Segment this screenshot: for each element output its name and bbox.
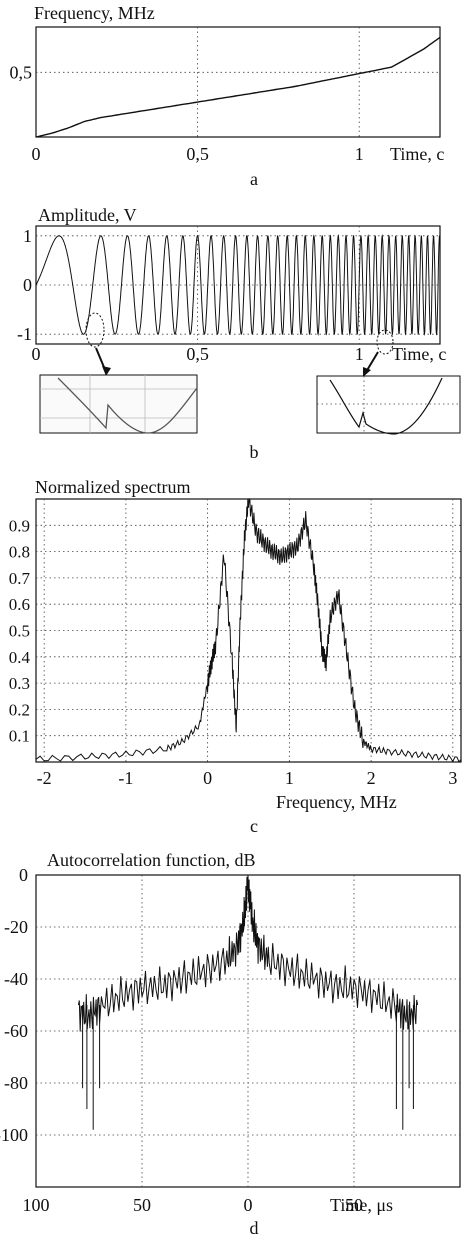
panel-c-xtick-label-1: -1 <box>118 768 133 788</box>
panel-a-frequency-line <box>35 36 441 138</box>
panel-b-xlabel: Time, c <box>392 344 446 364</box>
panel-c-spectrum-line <box>35 497 462 763</box>
panel-b-ticks: 0 0,5 110-1 <box>17 226 364 364</box>
panel-c-ticks: -2 -1 0 1 2 3 0.1 0.2 0.3 0.4 0.5 0.6 0.7 0.8 0.9 <box>9 516 458 788</box>
panel-d-ylabel: Autocorrelation function, dB <box>47 850 255 870</box>
panel-b-ytick-label-0: 1 <box>23 226 32 246</box>
panel-a-frame <box>35 26 441 138</box>
panel-d-xtick-label-0: 100 <box>23 1195 50 1215</box>
panel-c-ytick-label-7: 0.8 <box>9 543 30 562</box>
panel-d: Autocorrelation function, dB 100 50 0 50 0 -2… <box>0 850 461 1234</box>
panel-a-xtick-label-2: 1 <box>355 144 364 164</box>
panel-d-ticks: 100 50 0 50 0 -20 -40 -60 -80 -100 <box>0 865 363 1215</box>
panel-b-inset-right <box>316 375 461 435</box>
panel-c-ytick-label-8: 0.9 <box>9 516 30 535</box>
panel-b-label: b <box>250 442 259 462</box>
panel-b-xtick-label-0: 0 <box>32 344 41 364</box>
panel-d-xlabel: Time, μs <box>330 1195 393 1215</box>
panel-c-xtick-label-0: -2 <box>37 768 52 788</box>
inset-left-signal <box>57 377 198 434</box>
panel-b-zoom-arrowhead-right <box>363 367 371 377</box>
panel-b-xtick-label-1: 0,5 <box>186 344 209 364</box>
panel-d-label: d <box>250 1218 259 1234</box>
panel-d-ytick-label-5: -100 <box>0 1125 28 1145</box>
panel-d-ytick-label-4: -80 <box>4 1073 28 1093</box>
panel-a-xtick-label-1: 0,5 <box>186 144 209 164</box>
panel-c-label: c <box>250 816 258 836</box>
panel-b-zoom-arrow-right <box>365 351 379 373</box>
panel-a-ylabel: Frequency, MHz <box>34 3 155 23</box>
panel-b-inset-left <box>39 374 198 434</box>
panel-d-xtick-label-2: 0 <box>244 1195 253 1215</box>
panel-d-grid <box>36 875 460 1187</box>
panel-c-xtick-label-2: 0 <box>203 768 212 788</box>
panel-d-ytick-label-3: -60 <box>4 1021 28 1041</box>
panel-d-ytick-label-0: 0 <box>19 865 28 885</box>
panel-b-zoom-arrowhead-left <box>102 366 111 376</box>
panel-c-ytick-label-2: 0.3 <box>9 674 30 693</box>
panel-c-grid <box>36 499 461 762</box>
panel-c: Normalized spectrum -2 -1 0 1 2 3 0.1 0.2 0.3 0.4… <box>9 477 462 836</box>
inset-left-frame <box>39 374 198 434</box>
panel-d-ytick-label-2: -40 <box>4 969 28 989</box>
panel-c-ytick-label-5: 0.6 <box>9 595 30 614</box>
panel-a-xtick-label-0: 0 <box>32 144 41 164</box>
panel-d-xtick-label-3: 50 <box>345 1195 363 1215</box>
panel-a-grid <box>36 27 440 137</box>
panel-c-xlabel: Frequency, MHz <box>276 792 397 812</box>
panel-c-ytick-label-3: 0.4 <box>9 648 31 667</box>
panel-a-ytick-label-0: 0,5 <box>10 62 33 82</box>
panel-c-ytick-label-6: 0.7 <box>9 569 31 588</box>
panel-a: Frequency, MHz 0 0,5 1 0,5 Time, c a <box>10 3 445 189</box>
panel-c-xtick-label-4: 2 <box>367 768 376 788</box>
panel-c-ylabel: Normalized spectrum <box>35 477 190 497</box>
panel-b-ytick-label-1: 0 <box>23 275 32 295</box>
panel-b-ytick-label-2: -1 <box>17 324 32 344</box>
inset-right-signal <box>329 377 443 435</box>
inset-right-frame <box>316 375 461 434</box>
panel-c-xtick-label-5: 3 <box>448 768 457 788</box>
panel-b: Amplitude, V 0 0,5 110-1 Time, c b <box>17 205 461 462</box>
panel-b-xtick-label-2: 1 <box>355 344 364 364</box>
panel-b-zoom-marker-right <box>376 329 394 355</box>
panel-d-xtick-label-1: 50 <box>133 1195 151 1215</box>
panel-c-ytick-label-0: 0.1 <box>9 727 30 746</box>
panel-c-ytick-label-4: 0.5 <box>9 622 30 641</box>
panel-a-xlabel: Time, c <box>390 144 444 164</box>
panel-c-ytick-label-1: 0.2 <box>9 700 30 719</box>
panel-d-ytick-label-1: -20 <box>4 917 28 937</box>
panel-d-autocorrelation-line <box>77 874 419 1130</box>
panel-a-label: a <box>250 169 258 189</box>
panel-b-ylabel: Amplitude, V <box>38 205 137 225</box>
panel-a-ticks: 0 0,5 1 0,5 <box>10 62 364 164</box>
panel-b-zoom-marker-left <box>85 312 105 348</box>
panel-b-chirp-signal <box>35 233 441 336</box>
panel-c-xtick-label-3: 1 <box>285 768 294 788</box>
